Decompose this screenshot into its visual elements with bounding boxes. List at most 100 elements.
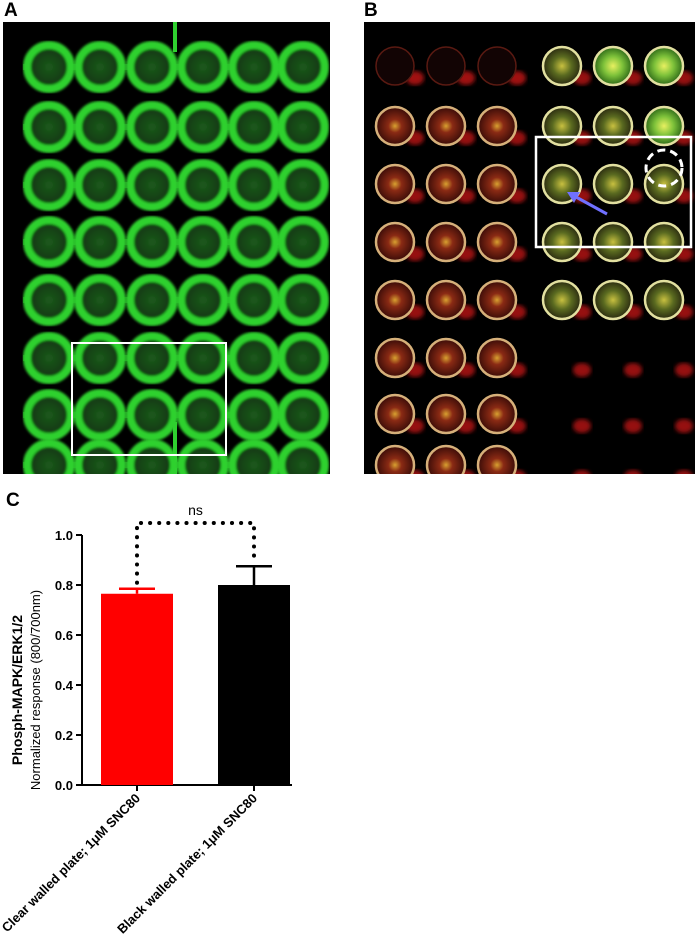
significance-label: ns	[188, 502, 203, 518]
plate-a-well	[23, 439, 75, 474]
plate-a-selection-box	[71, 342, 227, 456]
plate-a-well	[277, 274, 329, 326]
plate-a-well	[23, 274, 75, 326]
y-tick-label: 0.0	[55, 778, 73, 793]
plate-b-well	[425, 105, 467, 147]
plate-a-well	[74, 41, 126, 93]
plate-image-b	[364, 22, 695, 474]
plate-a-well	[177, 216, 229, 268]
plate-a-well	[177, 389, 229, 441]
plate-b-smear	[573, 363, 591, 377]
plate-a-well	[126, 159, 178, 211]
plate-b-well	[374, 337, 416, 379]
bar	[101, 593, 173, 785]
plate-a-well	[228, 332, 280, 384]
plate-a-well	[277, 439, 329, 474]
plate-b-well	[541, 45, 583, 87]
plate-a-well	[126, 101, 178, 153]
plate-b-well	[374, 393, 416, 435]
plate-b-well	[541, 221, 583, 263]
plate-b-well	[476, 105, 518, 147]
plate-b-well	[643, 279, 685, 321]
plate-a-well	[23, 159, 75, 211]
plate-a-well	[228, 274, 280, 326]
y-tick-label: 1.0	[55, 528, 73, 543]
plate-a-well	[74, 389, 126, 441]
plate-a-well	[228, 41, 280, 93]
plate-a-well	[177, 439, 229, 474]
plate-b-well	[374, 221, 416, 263]
y-axis-label-title: Phosph-MAPK/ERK1/2	[9, 615, 25, 765]
plate-b-well	[643, 163, 685, 205]
plate-a-well	[177, 159, 229, 211]
plate-b-well	[592, 279, 634, 321]
plate-b-well	[425, 393, 467, 435]
plate-a-well	[126, 389, 178, 441]
plate-a-well	[126, 41, 178, 93]
plate-a-well	[126, 439, 178, 474]
plate-a-well	[228, 389, 280, 441]
plate-a-well	[74, 332, 126, 384]
plate-b-well	[476, 163, 518, 205]
plate-image-a	[3, 22, 330, 474]
y-tick-label: 0.8	[55, 578, 73, 593]
plate-b-well	[425, 279, 467, 321]
plate-a-well	[228, 101, 280, 153]
plate-b-well	[476, 221, 518, 263]
plate-b-smear	[675, 363, 693, 377]
plate-b-well	[374, 105, 416, 147]
y-axis-label-subtitle: Normalized response (800/700nm)	[28, 590, 43, 790]
plate-b-selection-box	[534, 135, 693, 249]
plate-b-well	[374, 279, 416, 321]
plate-a-well	[277, 216, 329, 268]
plate-a-divider-bottom	[173, 422, 177, 474]
plate-a-well	[74, 159, 126, 211]
plate-a-well	[277, 389, 329, 441]
plate-b-well	[592, 45, 634, 87]
plate-b-well	[425, 337, 467, 379]
plate-b-smear	[624, 363, 642, 377]
plate-b-well	[374, 163, 416, 205]
plate-a-well	[126, 332, 178, 384]
plate-b-well	[541, 279, 583, 321]
plate-b-smear	[624, 419, 642, 433]
bar	[218, 585, 290, 785]
plate-a-well	[277, 332, 329, 384]
x-category-label: Black walled plate; 1μM SNC80	[114, 791, 260, 937]
plate-b-highlight-circle	[644, 148, 684, 188]
plate-a-well	[277, 101, 329, 153]
bar-chart: 0.0 0.2 0.4 0.6 0.8 1.0 Phosph-MAPK/ERK1/2 Norm…	[0, 502, 292, 937]
plate-a-well	[228, 216, 280, 268]
plate-a-well	[126, 216, 178, 268]
plate-b-well	[476, 444, 518, 474]
significance-bracket	[135, 521, 256, 585]
plate-b-well	[426, 46, 466, 86]
plate-a-well	[177, 274, 229, 326]
x-category-label: Clear walled plate; 1μM SNC80	[0, 791, 143, 935]
plate-a-well	[126, 274, 178, 326]
plate-a-divider-top	[173, 22, 177, 52]
plate-b-well	[643, 105, 685, 147]
plate-b-smear	[573, 470, 591, 474]
panel-label-b: B	[364, 0, 378, 21]
plate-b-well	[425, 163, 467, 205]
plate-b-wells	[374, 45, 693, 474]
plate-b-well	[541, 105, 583, 147]
plate-a-well	[23, 389, 75, 441]
plate-a-well	[23, 101, 75, 153]
y-tick-label: 0.2	[55, 728, 73, 743]
plate-b-well	[643, 221, 685, 263]
plate-a-well	[23, 41, 75, 93]
plate-b-arrow-head	[567, 192, 580, 203]
plate-b-well	[476, 393, 518, 435]
plate-a-well	[74, 216, 126, 268]
panel-label-a: A	[4, 0, 18, 21]
plate-b-well	[592, 163, 634, 205]
plate-a-well	[177, 101, 229, 153]
plate-b-well	[374, 444, 416, 474]
plate-a-well	[23, 216, 75, 268]
plate-a-well	[74, 274, 126, 326]
plate-b-smear	[675, 419, 693, 433]
plate-b-well	[477, 46, 517, 86]
plate-b-arrow-line	[575, 195, 608, 216]
